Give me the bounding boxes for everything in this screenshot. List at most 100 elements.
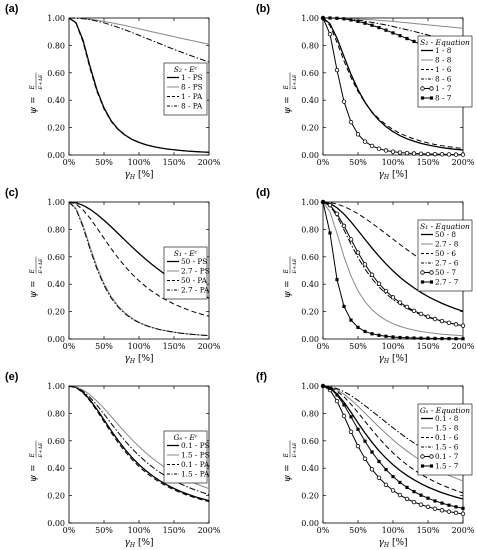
y-axis-label: ψ = E E+ΔE xyxy=(29,440,44,482)
svg-text:ψ =: ψ = xyxy=(283,281,293,298)
series-point-marker xyxy=(404,304,410,310)
svg-text:E: E xyxy=(283,85,290,91)
series-point-marker xyxy=(418,311,424,317)
legend-box xyxy=(417,219,473,292)
series-point-marker xyxy=(370,450,374,454)
x-tick-label: 150% xyxy=(417,526,440,535)
x-tick-label: 150% xyxy=(163,158,186,167)
legend-entry: 1 - PS xyxy=(181,73,203,82)
x-tick-label: 50% xyxy=(349,526,367,535)
x-tick-label: 100% xyxy=(128,342,151,351)
series-point-marker xyxy=(397,300,403,305)
series-point-marker xyxy=(383,148,389,153)
y-tick-label: 0.00 xyxy=(301,519,319,528)
series-point-marker xyxy=(440,336,444,341)
series-point-marker xyxy=(349,415,353,419)
series-line xyxy=(68,17,210,153)
legend-entry: 2.7 - 6 xyxy=(435,259,459,268)
series-point-marker xyxy=(426,496,430,500)
y-tick-label: 0.80 xyxy=(301,225,319,234)
legend-swatch-marker xyxy=(429,96,434,100)
legend-entry: 1.5 - PA xyxy=(181,470,210,479)
y-axis-label: ψ = E E+ΔE xyxy=(283,440,298,482)
series-point-marker xyxy=(348,429,354,434)
panel-label: (f) xyxy=(256,371,267,383)
series-point-marker xyxy=(370,332,374,336)
x-axis-label: γH [%] xyxy=(124,538,153,549)
series-point-marker xyxy=(369,143,375,149)
x-tick-label: 200% xyxy=(198,526,221,535)
series-point-marker xyxy=(334,398,340,404)
series-0.1-PS xyxy=(68,385,210,502)
series-point-marker xyxy=(328,386,332,390)
series-point-marker xyxy=(405,485,409,489)
series-point-marker xyxy=(454,505,458,509)
series-point-marker xyxy=(383,288,389,294)
series-point-marker xyxy=(461,506,465,510)
legend-entry: 8 - 6 xyxy=(435,75,452,84)
series-point-marker xyxy=(349,318,353,322)
legend-swatch-marker xyxy=(420,86,425,91)
legend-entry: 1.5 - 8 xyxy=(435,424,459,433)
y-tick-label: 1.00 xyxy=(47,198,65,207)
panel-label: (a) xyxy=(5,3,19,15)
x-tick-label: 50% xyxy=(349,158,367,167)
series-point-marker xyxy=(460,152,466,157)
legend-swatch-marker xyxy=(420,454,425,459)
x-tick-label: 200% xyxy=(198,158,221,167)
svg-text:E+ΔE: E+ΔE xyxy=(292,74,298,90)
x-axis-label: γH [%] xyxy=(378,170,407,181)
legend-entry: 8 - PA xyxy=(181,102,203,111)
legend-entry: 8 - PS xyxy=(181,83,203,92)
y-tick-label: 0.80 xyxy=(301,409,319,418)
series-point-marker xyxy=(342,17,346,21)
series-line xyxy=(322,17,464,151)
series-8-PA xyxy=(68,17,210,63)
series-point-marker xyxy=(447,336,451,341)
series-point-marker xyxy=(453,510,459,516)
svg-text:E: E xyxy=(283,453,290,459)
series-1-7 xyxy=(320,15,466,157)
series-line xyxy=(68,385,210,495)
legend-title: Gₛ - Equation xyxy=(420,406,470,415)
x-tick-label: 0% xyxy=(317,526,330,535)
panels-root: (a) 0.00 0.20 0.40 0.60 0.80 1.00 0% 50% 100% 150%… xyxy=(5,3,475,549)
series-point-marker xyxy=(321,16,325,20)
series-line xyxy=(322,201,464,312)
series-point-marker xyxy=(321,384,325,388)
legend-entry: 50 - 6 xyxy=(435,249,456,258)
series-point-marker xyxy=(447,503,451,507)
legend-title: S₁ - Equation xyxy=(420,222,470,231)
legend-entry: 0.1 - PA xyxy=(181,460,210,469)
series-point-marker xyxy=(398,34,402,38)
legend-entry: 1.5 - 6 xyxy=(435,443,459,452)
chart-panel-d: (d) 0.00 0.20 0.40 0.60 0.80 1.00 0% 50% 100% 150%… xyxy=(256,187,475,365)
y-tick-label: 0.00 xyxy=(47,519,65,528)
series-line xyxy=(323,17,464,29)
legend-title: S₁ - Eᶜ xyxy=(174,249,198,258)
series-50-8 xyxy=(322,201,464,312)
x-tick-label: 100% xyxy=(382,342,405,351)
y-tick-label: 0.60 xyxy=(301,253,319,262)
x-tick-label: 100% xyxy=(382,526,405,535)
legend-box xyxy=(163,62,208,116)
legend-swatch-marker xyxy=(420,464,425,468)
series-point-marker xyxy=(453,152,459,157)
svg-text:ψ =: ψ = xyxy=(29,97,39,114)
series-point-marker xyxy=(397,492,403,498)
series-point-marker xyxy=(355,443,361,449)
legend-entry: 0.1 - 8 xyxy=(435,414,459,423)
x-tick-label: 200% xyxy=(452,342,475,351)
x-axis-label: γH [%] xyxy=(378,538,407,549)
series-point-marker xyxy=(405,336,409,340)
y-tick-label: 0.40 xyxy=(301,280,319,289)
series-point-marker xyxy=(355,132,361,137)
x-tick-label: 150% xyxy=(417,158,440,167)
panel-label: (c) xyxy=(5,187,19,199)
series-point-marker xyxy=(454,337,458,341)
series-point-marker xyxy=(461,337,465,341)
legend-entry: 1 - 7 xyxy=(435,84,452,93)
svg-text:E: E xyxy=(29,453,36,459)
series-point-marker xyxy=(440,501,444,505)
